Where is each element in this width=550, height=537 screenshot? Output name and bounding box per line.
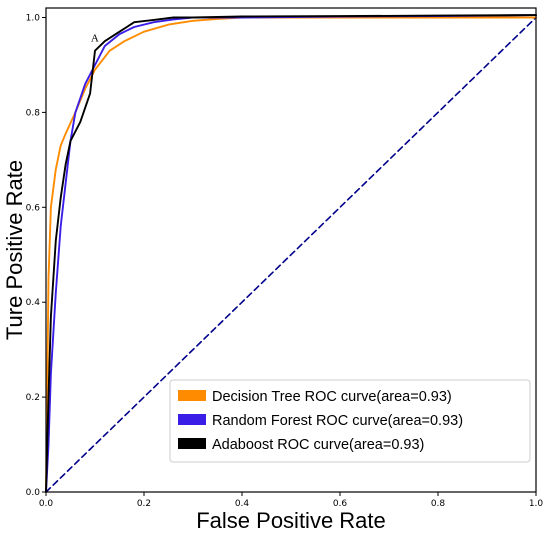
series-layer <box>45 14 537 493</box>
y-tick-label: 0.4 <box>26 298 41 308</box>
plot-frame <box>45 7 537 493</box>
series-line-chance-diagonal <box>45 16 537 493</box>
x-tick-label: 0.6 <box>333 499 348 509</box>
x-tick-label: 0.0 <box>39 499 54 509</box>
legend-frame <box>169 379 531 463</box>
x-tick-label: 1.0 <box>529 499 544 509</box>
legend: Decision Tree ROC curve(area=0.93) Rando… <box>169 379 531 463</box>
x-tick-label: 0.4 <box>235 499 250 509</box>
legend-swatch-random-forest <box>178 414 206 425</box>
x-tick-label: 0.8 <box>431 499 446 509</box>
legend-swatch-decision-tree <box>178 390 206 401</box>
y-axis: 0.0 0.2 0.4 0.6 0.8 1.0 <box>26 13 46 498</box>
series-line-random-forest <box>45 14 537 493</box>
legend-label-adaboost: Adaboost ROC curve(area=0.93) <box>212 437 424 453</box>
legend-label-decision-tree: Decision Tree ROC curve(area=0.93) <box>212 389 452 405</box>
y-tick-label: 0.6 <box>26 203 41 213</box>
series-line-adaboost <box>45 14 537 493</box>
y-tick-label: 0.2 <box>26 393 40 403</box>
x-tick-label: 0.2 <box>137 499 151 509</box>
x-axis-label: False Positive Rate <box>196 508 386 533</box>
y-tick-label: 1.0 <box>26 13 41 23</box>
legend-swatch-adaboost <box>178 438 206 449</box>
y-axis-label: Ture Positive Rate <box>2 160 27 340</box>
annotation-a: A <box>91 33 99 45</box>
y-tick-label: 0.8 <box>26 108 41 118</box>
x-axis: 0.0 0.2 0.4 0.6 0.8 1.0 <box>39 492 544 509</box>
y-tick-label: 0.0 <box>26 488 41 498</box>
legend-label-random-forest: Random Forest ROC curve(area=0.93) <box>212 413 463 429</box>
